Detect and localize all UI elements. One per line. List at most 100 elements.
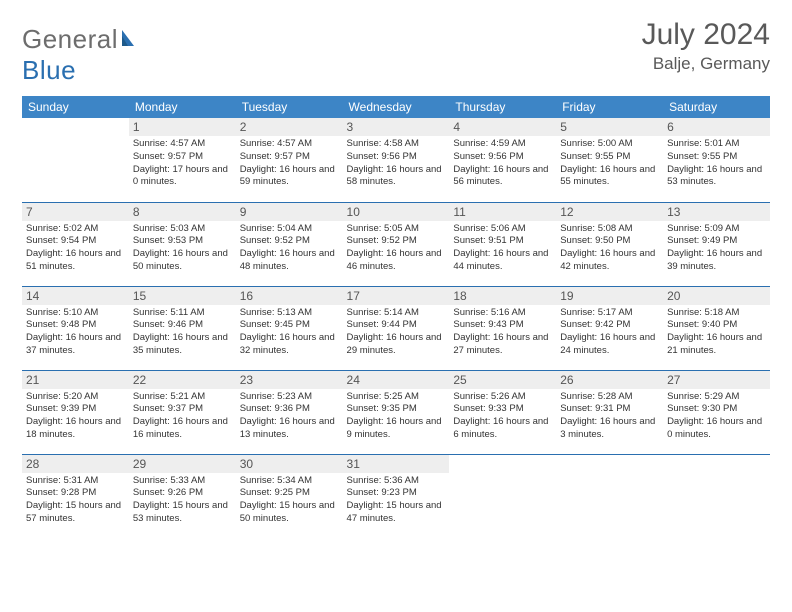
daylight-text: Daylight: 16 hours and 13 minutes.: [240, 416, 339, 442]
day-details: Sunrise: 5:21 AMSunset: 9:37 PMDaylight:…: [133, 391, 232, 442]
sunrise-text: Sunrise: 5:25 AM: [347, 391, 446, 404]
sunset-text: Sunset: 9:52 PM: [347, 235, 446, 248]
sail-icon: [120, 24, 140, 55]
calendar-day-cell: 17Sunrise: 5:14 AMSunset: 9:44 PMDayligh…: [343, 286, 450, 370]
calendar-day-cell: 26Sunrise: 5:28 AMSunset: 9:31 PMDayligh…: [556, 370, 663, 454]
day-number: 4: [449, 118, 556, 136]
day-details: Sunrise: 5:29 AMSunset: 9:30 PMDaylight:…: [667, 391, 766, 442]
page-header: GeneralBlue July 2024 Balje, Germany: [22, 18, 770, 86]
sunrise-text: Sunrise: 5:13 AM: [240, 307, 339, 320]
sunset-text: Sunset: 9:33 PM: [453, 403, 552, 416]
day-number: 5: [556, 118, 663, 136]
day-number: 6: [663, 118, 770, 136]
day-details: Sunrise: 5:01 AMSunset: 9:55 PMDaylight:…: [667, 138, 766, 189]
daylight-text: Daylight: 16 hours and 21 minutes.: [667, 332, 766, 358]
sunrise-text: Sunrise: 5:10 AM: [26, 307, 125, 320]
day-details: Sunrise: 4:57 AMSunset: 9:57 PMDaylight:…: [133, 138, 232, 189]
calendar-day-cell: 5Sunrise: 5:00 AMSunset: 9:55 PMDaylight…: [556, 118, 663, 202]
sunset-text: Sunset: 9:35 PM: [347, 403, 446, 416]
day-number: 13: [663, 203, 770, 221]
title-block: July 2024 Balje, Germany: [642, 18, 770, 74]
daylight-text: Daylight: 17 hours and 0 minutes.: [133, 164, 232, 190]
sunset-text: Sunset: 9:23 PM: [347, 487, 446, 500]
calendar-day-cell: [449, 454, 556, 538]
sunrise-text: Sunrise: 5:26 AM: [453, 391, 552, 404]
calendar-day-cell: 12 Sunrise: 5:08 AMSunset: 9:50 PMDayligh…: [556, 202, 663, 286]
calendar-day-cell: 2Sunrise: 4:57 AMSunset: 9:57 PMDaylight…: [236, 118, 343, 202]
daylight-text: Daylight: 15 hours and 53 minutes.: [133, 500, 232, 526]
day-number: 31: [343, 455, 450, 473]
sunrise-text: Sunrise: 5:33 AM: [133, 475, 232, 488]
sunrise-text: Sunrise: 5:14 AM: [347, 307, 446, 320]
daylight-text: Daylight: 16 hours and 56 minutes.: [453, 164, 552, 190]
sunset-text: Sunset: 9:45 PM: [240, 319, 339, 332]
weekday-header: Wednesday: [343, 96, 450, 118]
day-details: Sunrise: 5:36 AMSunset: 9:23 PMDaylight:…: [347, 475, 446, 526]
daylight-text: Daylight: 16 hours and 27 minutes.: [453, 332, 552, 358]
daylight-text: Daylight: 16 hours and 16 minutes.: [133, 416, 232, 442]
day-details: Sunrise: 5:26 AMSunset: 9:33 PMDaylight:…: [453, 391, 552, 442]
day-details: Sunrise: 5:18 AMSunset: 9:40 PMDaylight:…: [667, 307, 766, 358]
sunrise-text: Sunrise: 5:17 AM: [560, 307, 659, 320]
calendar-day-cell: 31 Sunrise: 5:36 AMSunset: 9:23 PMDayligh…: [343, 454, 450, 538]
day-number: 16: [236, 287, 343, 305]
day-details: Sunrise: 4:57 AMSunset: 9:57 PMDaylight:…: [240, 138, 339, 189]
daylight-text: Daylight: 16 hours and 53 minutes.: [667, 164, 766, 190]
brand-logo: GeneralBlue: [22, 18, 140, 86]
sunrise-text: Sunrise: 5:01 AM: [667, 138, 766, 151]
calendar-day-cell: 25Sunrise: 5:26 AMSunset: 9:33 PMDayligh…: [449, 370, 556, 454]
sunrise-text: Sunrise: 5:29 AM: [667, 391, 766, 404]
sunrise-text: Sunrise: 5:11 AM: [133, 307, 232, 320]
daylight-text: Daylight: 15 hours and 47 minutes.: [347, 500, 446, 526]
daylight-text: Daylight: 16 hours and 0 minutes.: [667, 416, 766, 442]
day-details: Sunrise: 5:13 AMSunset: 9:45 PMDaylight:…: [240, 307, 339, 358]
calendar-day-cell: 15Sunrise: 5:11 AMSunset: 9:46 PMDayligh…: [129, 286, 236, 370]
calendar-day-cell: 6 Sunrise: 5:01 AMSunset: 9:55 PMDaylight…: [663, 118, 770, 202]
calendar-day-cell: 10 Sunrise: 5:05 AMSunset: 9:52 PMDayligh…: [343, 202, 450, 286]
calendar-day-cell: 23Sunrise: 5:23 AMSunset: 9:36 PMDayligh…: [236, 370, 343, 454]
sunrise-text: Sunrise: 5:06 AM: [453, 223, 552, 236]
day-number: 12: [556, 203, 663, 221]
sunset-text: Sunset: 9:57 PM: [240, 151, 339, 164]
day-details: Sunrise: 5:05 AMSunset: 9:52 PMDaylight:…: [347, 223, 446, 274]
sunset-text: Sunset: 9:31 PM: [560, 403, 659, 416]
day-number: 18: [449, 287, 556, 305]
calendar-day-cell: 3Sunrise: 4:58 AMSunset: 9:56 PMDaylight…: [343, 118, 450, 202]
day-number: 1: [129, 118, 236, 136]
daylight-text: Daylight: 16 hours and 46 minutes.: [347, 248, 446, 274]
day-number: 10: [343, 203, 450, 221]
sunset-text: Sunset: 9:28 PM: [26, 487, 125, 500]
calendar-day-cell: 24Sunrise: 5:25 AMSunset: 9:35 PMDayligh…: [343, 370, 450, 454]
day-number: 11: [449, 203, 556, 221]
month-title: July 2024: [642, 18, 770, 52]
day-number: 19: [556, 287, 663, 305]
day-number: 14: [22, 287, 129, 305]
calendar-week-row: 7Sunrise: 5:02 AMSunset: 9:54 PMDaylight…: [22, 202, 770, 286]
day-number: 20: [663, 287, 770, 305]
day-details: Sunrise: 5:14 AMSunset: 9:44 PMDaylight:…: [347, 307, 446, 358]
calendar-day-cell: 18Sunrise: 5:16 AMSunset: 9:43 PMDayligh…: [449, 286, 556, 370]
sunrise-text: Sunrise: 5:28 AM: [560, 391, 659, 404]
sunrise-text: Sunrise: 5:02 AM: [26, 223, 125, 236]
day-details: Sunrise: 5:33 AMSunset: 9:26 PMDaylight:…: [133, 475, 232, 526]
day-details: Sunrise: 5:08 AMSunset: 9:50 PMDaylight:…: [560, 223, 659, 274]
daylight-text: Daylight: 15 hours and 50 minutes.: [240, 500, 339, 526]
sunset-text: Sunset: 9:53 PM: [133, 235, 232, 248]
daylight-text: Daylight: 16 hours and 51 minutes.: [26, 248, 125, 274]
sunset-text: Sunset: 9:49 PM: [667, 235, 766, 248]
daylight-text: Daylight: 16 hours and 6 minutes.: [453, 416, 552, 442]
daylight-text: Daylight: 16 hours and 24 minutes.: [560, 332, 659, 358]
daylight-text: Daylight: 16 hours and 50 minutes.: [133, 248, 232, 274]
sunrise-text: Sunrise: 5:03 AM: [133, 223, 232, 236]
sunset-text: Sunset: 9:55 PM: [667, 151, 766, 164]
sunset-text: Sunset: 9:48 PM: [26, 319, 125, 332]
sunset-text: Sunset: 9:37 PM: [133, 403, 232, 416]
sunset-text: Sunset: 9:26 PM: [133, 487, 232, 500]
daylight-text: Daylight: 16 hours and 18 minutes.: [26, 416, 125, 442]
calendar-day-cell: 1 Sunrise: 4:57 AMSunset: 9:57 PMDaylight…: [129, 118, 236, 202]
daylight-text: Daylight: 16 hours and 35 minutes.: [133, 332, 232, 358]
sunrise-text: Sunrise: 5:05 AM: [347, 223, 446, 236]
day-details: Sunrise: 5:28 AMSunset: 9:31 PMDaylight:…: [560, 391, 659, 442]
day-number: 27: [663, 371, 770, 389]
calendar-day-cell: 7Sunrise: 5:02 AMSunset: 9:54 PMDaylight…: [22, 202, 129, 286]
